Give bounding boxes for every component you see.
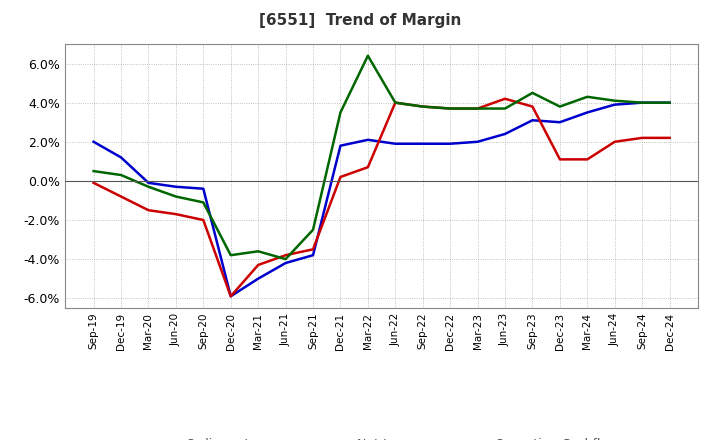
Ordinary Income <box>364 137 372 143</box>
Operating Cashflow <box>583 94 592 99</box>
Net Income <box>473 106 482 111</box>
Net Income <box>309 247 318 252</box>
Legend: Ordinary Income, Net Income, Operating Cashflow: Ordinary Income, Net Income, Operating C… <box>140 433 624 440</box>
Ordinary Income <box>638 100 647 105</box>
Operating Cashflow <box>254 249 263 254</box>
Operating Cashflow <box>117 172 125 178</box>
Net Income <box>665 135 674 140</box>
Net Income <box>199 217 207 223</box>
Ordinary Income <box>309 253 318 258</box>
Ordinary Income <box>336 143 345 148</box>
Ordinary Income <box>528 117 537 123</box>
Ordinary Income <box>473 139 482 144</box>
Operating Cashflow <box>638 100 647 105</box>
Net Income <box>254 262 263 268</box>
Net Income <box>446 106 454 111</box>
Operating Cashflow <box>89 169 98 174</box>
Line: Operating Cashflow: Operating Cashflow <box>94 56 670 259</box>
Operating Cashflow <box>611 98 619 103</box>
Ordinary Income <box>226 293 235 299</box>
Net Income <box>583 157 592 162</box>
Operating Cashflow <box>418 104 427 109</box>
Net Income <box>282 253 290 258</box>
Operating Cashflow <box>528 90 537 95</box>
Net Income <box>89 180 98 186</box>
Operating Cashflow <box>309 227 318 232</box>
Net Income <box>611 139 619 144</box>
Line: Ordinary Income: Ordinary Income <box>94 103 670 296</box>
Text: [6551]  Trend of Margin: [6551] Trend of Margin <box>258 13 462 28</box>
Operating Cashflow <box>226 253 235 258</box>
Ordinary Income <box>611 102 619 107</box>
Net Income <box>500 96 509 101</box>
Net Income <box>144 208 153 213</box>
Ordinary Income <box>391 141 400 147</box>
Ordinary Income <box>199 186 207 191</box>
Operating Cashflow <box>282 257 290 262</box>
Ordinary Income <box>171 184 180 189</box>
Operating Cashflow <box>473 106 482 111</box>
Operating Cashflow <box>199 200 207 205</box>
Operating Cashflow <box>556 104 564 109</box>
Line: Net Income: Net Income <box>94 99 670 296</box>
Ordinary Income <box>418 141 427 147</box>
Operating Cashflow <box>391 100 400 105</box>
Ordinary Income <box>446 141 454 147</box>
Ordinary Income <box>500 131 509 136</box>
Operating Cashflow <box>364 53 372 59</box>
Operating Cashflow <box>446 106 454 111</box>
Net Income <box>556 157 564 162</box>
Operating Cashflow <box>336 110 345 115</box>
Net Income <box>528 104 537 109</box>
Net Income <box>171 212 180 217</box>
Ordinary Income <box>665 100 674 105</box>
Ordinary Income <box>583 110 592 115</box>
Ordinary Income <box>144 180 153 186</box>
Net Income <box>226 293 235 299</box>
Ordinary Income <box>117 155 125 160</box>
Operating Cashflow <box>171 194 180 199</box>
Net Income <box>336 174 345 180</box>
Net Income <box>638 135 647 140</box>
Ordinary Income <box>254 276 263 281</box>
Ordinary Income <box>282 260 290 266</box>
Operating Cashflow <box>144 184 153 189</box>
Operating Cashflow <box>665 100 674 105</box>
Net Income <box>117 194 125 199</box>
Net Income <box>391 100 400 105</box>
Net Income <box>418 104 427 109</box>
Net Income <box>364 165 372 170</box>
Ordinary Income <box>89 139 98 144</box>
Ordinary Income <box>556 120 564 125</box>
Operating Cashflow <box>500 106 509 111</box>
